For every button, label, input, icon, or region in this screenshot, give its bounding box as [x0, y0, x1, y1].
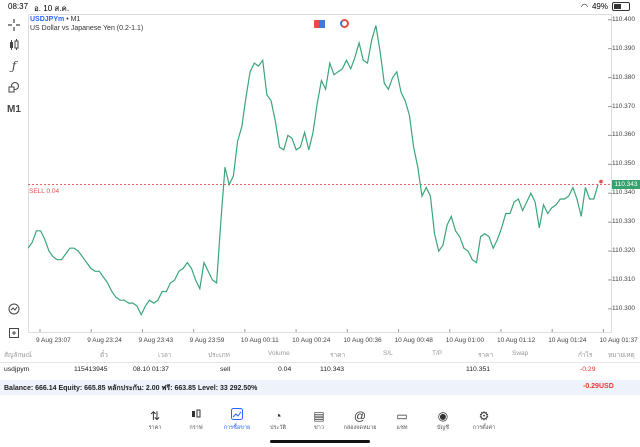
indicators-icon[interactable] — [4, 36, 24, 54]
col-sl: S/L — [383, 350, 393, 357]
col-symbol: สัญลักษณ์ — [4, 352, 32, 359]
row-volume: 0.04 — [278, 366, 292, 373]
bottom-tab-bar: ⇅ ราคา กราฟ การซื้อขาย ◔ ประวัติ ▤ ข่าว @ กล… — [0, 404, 640, 447]
new-order-icon[interactable] — [4, 324, 24, 342]
price-tick-label: 110.390 — [612, 44, 636, 52]
symbol-description: US Dollar vs Japanese Yen (0.2-1.1) — [30, 25, 144, 32]
settings-icon: ⚙ — [478, 409, 490, 423]
tab-chat[interactable]: ▭ แชท — [382, 408, 422, 432]
price-tick-label: 110.350 — [612, 160, 636, 168]
tab-settings[interactable]: ⚙ การตั้งค่า — [464, 408, 504, 432]
price-tick-label: 110.360 — [612, 131, 636, 139]
time-tick-label: 10 Aug 00:24 — [292, 337, 331, 344]
time-tick-label: 10 Aug 01:37 — [599, 337, 638, 344]
col-comment: หมายเหตุ — [608, 352, 635, 359]
price-tick-label: 110.370 — [612, 102, 636, 110]
status-date: อ. 10 ส.ค. — [34, 4, 70, 13]
row-symbol: usdjpym — [4, 366, 30, 373]
currency-label: USD — [599, 383, 614, 390]
time-tick-label: 10 Aug 00:11 — [240, 337, 279, 344]
row-ticket: 115413945 — [74, 366, 108, 373]
time-tick-label: 10 Aug 00:48 — [394, 337, 433, 344]
crosshair-icon[interactable] — [4, 16, 24, 34]
status-bar: 08:37 อ. 10 ส.ค. ◠ 49% — [0, 0, 640, 14]
row-open-price: 110.343 — [320, 366, 345, 373]
wifi-icon: ◠ — [581, 2, 588, 11]
function-icon[interactable]: ƒ — [11, 59, 17, 73]
account-icon: ◉ — [437, 409, 449, 423]
col-ticket: ตั๋ว — [100, 352, 108, 359]
trade-icon — [217, 408, 257, 424]
objects-icon[interactable] — [4, 78, 24, 96]
time-tick-label: 9 Aug 23:24 — [87, 337, 122, 344]
price-line-series — [28, 25, 599, 317]
col-type: ประเภท — [208, 352, 230, 359]
price-tick-label: 110.400 — [612, 15, 636, 23]
tab-news[interactable]: ▤ ข่าว — [299, 408, 339, 432]
time-tick-label: 10 Aug 01:00 — [445, 337, 485, 344]
chart-settings-icon[interactable] — [4, 300, 24, 318]
price-tick-label: 110.340 — [612, 189, 636, 197]
status-right: ◠ 49% — [581, 2, 630, 11]
buy-sell-icon[interactable] — [314, 20, 325, 28]
tab-mailbox[interactable]: @ กล่องจดหมาย — [340, 408, 380, 432]
price-tick-label: 110.320 — [612, 247, 636, 255]
row-type: sell — [220, 366, 231, 373]
chart-header: USDJPYm • M1 US Dollar vs Japanese Yen (… — [30, 15, 143, 33]
tab-quotes[interactable]: ⇅ ราคา — [135, 408, 175, 432]
quotes-icon: ⇅ — [149, 409, 161, 423]
col-swap: Swap — [512, 350, 529, 357]
sell-order-label: SELL 0.04 — [29, 188, 60, 195]
col-current-price: ราคา — [478, 352, 494, 359]
row-time: 08.10 01:37 — [133, 366, 169, 373]
total-profit: -0.29 — [583, 383, 599, 390]
news-icon: ▤ — [313, 409, 325, 423]
trade-table-header: สัญลักษณ์ ตั๋ว เวลา ประเภท Volume ราคา S… — [0, 350, 640, 362]
tab-chart[interactable]: กราฟ — [176, 408, 216, 432]
price-tick-label: 110.300 — [612, 304, 636, 312]
home-indicator — [270, 440, 370, 443]
balance-text: Balance: 666.14 Equity: 665.85 หลักประกั… — [4, 385, 258, 392]
one-click-trading-icon[interactable] — [340, 19, 349, 28]
divider — [0, 362, 640, 363]
time-tick-label: 10 Aug 00:36 — [343, 337, 382, 344]
time-tick-label: 9 Aug 23:43 — [138, 337, 174, 344]
status-time: 08:37 — [8, 2, 29, 11]
battery-percent: 49% — [591, 2, 608, 11]
price-tick-label: 110.380 — [612, 73, 636, 81]
symbol-label[interactable]: USDJPYm — [30, 16, 65, 23]
tab-account[interactable]: ◉ บัญชี — [423, 408, 463, 432]
price-chart[interactable] — [28, 14, 612, 344]
mail-icon: @ — [353, 409, 367, 423]
balance-bar: Balance: 666.14 Equity: 665.85 หลักประกั… — [0, 380, 640, 395]
tab-trade[interactable]: การซื้อขาย — [217, 408, 257, 432]
time-tick-label: 10 Aug 01:12 — [496, 337, 536, 344]
chat-icon: ▭ — [396, 409, 408, 423]
price-tick-label: 110.310 — [612, 275, 636, 283]
col-time: เวลา — [158, 352, 172, 359]
table-row[interactable]: usdjpym 115413945 08.10 01:37 sell 0.04 … — [0, 366, 640, 380]
tab-history[interactable]: ◔ ประวัติ — [258, 408, 298, 432]
time-tick-label: 9 Aug 23:07 — [36, 337, 71, 344]
col-volume: Volume — [268, 350, 290, 357]
timeframe-label: • M1 — [66, 16, 81, 23]
chart-frame — [28, 14, 612, 333]
current-price-label: 110.343 — [612, 180, 640, 190]
timeframe-button[interactable]: M1 — [7, 103, 21, 115]
col-tp: T/P — [432, 350, 443, 357]
time-tick-label: 10 Aug 01:24 — [548, 337, 587, 344]
col-price: ราคา — [330, 352, 346, 359]
price-tick-label: 110.330 — [612, 218, 636, 226]
row-price: 110.351 — [466, 366, 491, 373]
battery-icon — [612, 2, 630, 11]
left-toolbar: ƒ M1 — [0, 14, 28, 344]
col-profit: กำไร — [578, 352, 593, 359]
last-price-dot — [599, 179, 603, 184]
time-tick-label: 9 Aug 23:59 — [189, 337, 225, 344]
history-icon: ◔ — [274, 409, 282, 423]
row-profit: -0.29 — [580, 366, 596, 373]
candles-icon — [176, 408, 216, 424]
